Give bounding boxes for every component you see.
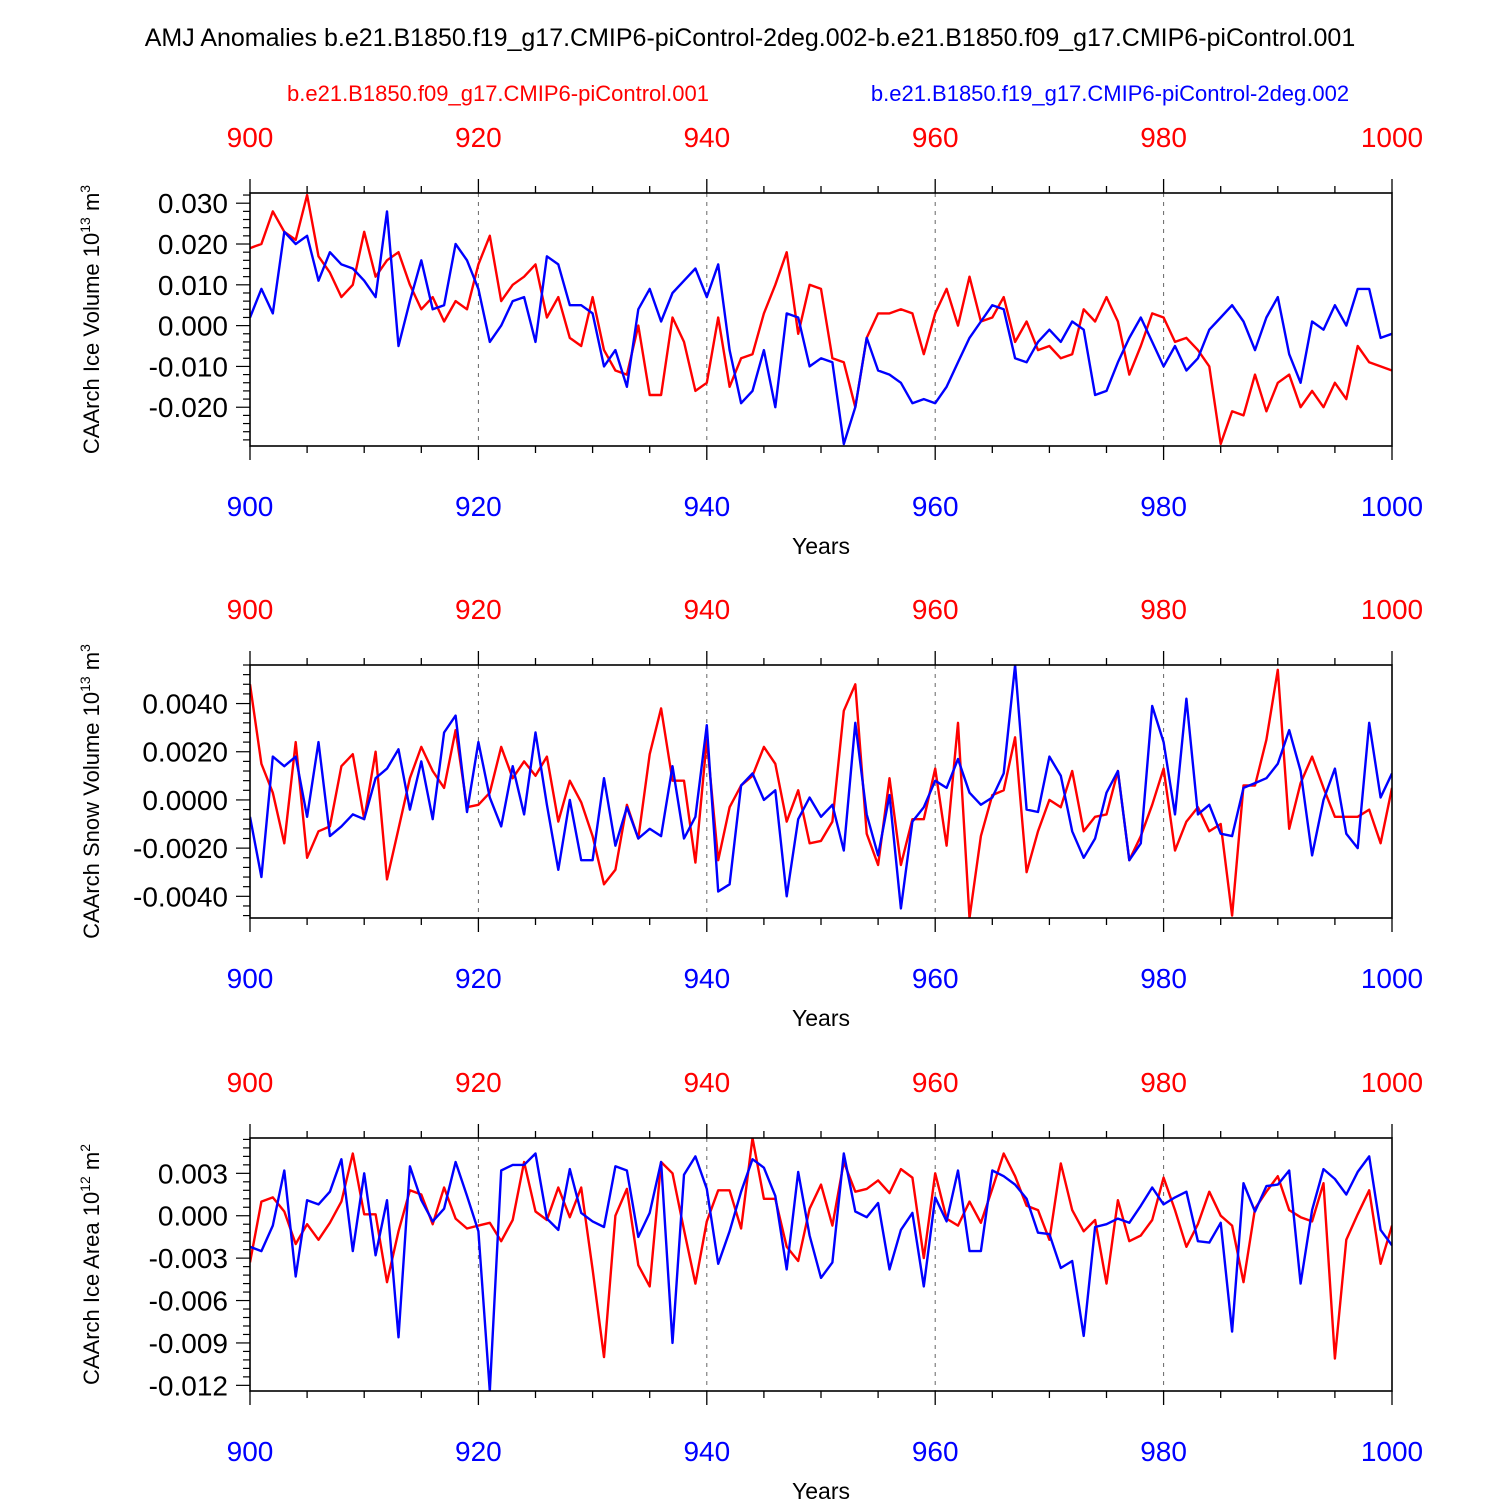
x-tick-label-bottom: 940 <box>683 1436 730 1467</box>
x-tick-label-bottom: 980 <box>1140 1436 1187 1467</box>
x-tick-label-top: 1000 <box>1361 122 1423 153</box>
y-axis-title-unit: m <box>79 1152 104 1176</box>
y-tick-label: 0.010 <box>158 270 228 301</box>
x-tick-label-top: 940 <box>683 122 730 153</box>
x-tick-label-top: 960 <box>912 122 959 153</box>
y-tick-label: 0.0020 <box>142 737 228 768</box>
x-tick-label-bottom: 940 <box>683 491 730 522</box>
x-tick-label-bottom: 900 <box>227 963 274 994</box>
series-line-red <box>250 1138 1392 1360</box>
y-tick-label: 0.000 <box>158 1201 228 1232</box>
x-tick-label-top: 940 <box>683 594 730 625</box>
x-tick-label-bottom: 900 <box>227 1436 274 1467</box>
x-tick-label-bottom: 940 <box>683 963 730 994</box>
y-axis-title-main: CAArch Ice Area 10 <box>79 1192 104 1385</box>
x-tick-label-top: 920 <box>455 122 502 153</box>
x-tick-label-bottom: 980 <box>1140 963 1187 994</box>
y-axis-title-main: CAArch Snow Volume 10 <box>79 692 104 939</box>
y-axis-title-unit-exponent: 2 <box>77 1144 93 1152</box>
y-tick-label: 0.030 <box>158 188 228 219</box>
chart-panel-1: 900 900 920 920 940 940 960 960 980 980 1000 1000 Ye… <box>77 122 1423 559</box>
y-tick-label: 0.0000 <box>142 785 228 816</box>
series-line-red <box>250 193 1392 446</box>
chart-panel-3: 900 900 920 920 940 940 960 960 980 980 1000 1000 Ye… <box>77 1067 1423 1500</box>
x-tick-label-bottom: 920 <box>455 491 502 522</box>
x-tick-label-top: 900 <box>227 122 274 153</box>
y-axis-title-exponent: 13 <box>77 676 93 692</box>
x-tick-label-bottom: 1000 <box>1361 491 1423 522</box>
x-tick-label-bottom: 1000 <box>1361 1436 1423 1467</box>
y-axis-title-main: CAArch Ice Volume 10 <box>79 233 104 454</box>
x-tick-label-top: 1000 <box>1361 594 1423 625</box>
y-axis-title-exponent: 12 <box>77 1176 93 1192</box>
x-axis-title: Years <box>792 1005 850 1031</box>
y-axis-title: CAArch Ice Area 1012 m2 <box>77 1144 104 1385</box>
y-axis-title: CAArch Ice Volume 1013 m3 <box>77 185 104 454</box>
y-tick-label: -0.003 <box>149 1243 228 1274</box>
y-axis-title-unit-exponent: 3 <box>77 644 93 652</box>
x-axis-title: Years <box>792 533 850 559</box>
series-line-blue <box>250 1152 1392 1391</box>
y-tick-label: 0.020 <box>158 229 228 260</box>
x-tick-label-bottom: 980 <box>1140 491 1187 522</box>
y-tick-label: -0.020 <box>149 392 228 423</box>
x-tick-label-top: 940 <box>683 1067 730 1098</box>
plot-frame <box>249 1137 1393 1392</box>
legend-red-series: b.e21.B1850.f09_g17.CMIP6-piControl.001 <box>287 81 709 106</box>
plot-frame <box>249 192 1393 447</box>
y-tick-label: -0.009 <box>149 1328 228 1359</box>
y-axis-title-exponent: 13 <box>77 217 93 233</box>
y-tick-label: 0.003 <box>158 1158 228 1189</box>
series-line-blue <box>250 665 1392 910</box>
series-line-blue <box>250 210 1392 446</box>
x-tick-label-top: 980 <box>1140 1067 1187 1098</box>
figure-title: AMJ Anomalies b.e21.B1850.f19_g17.CMIP6-… <box>145 24 1356 52</box>
x-tick-label-top: 960 <box>912 594 959 625</box>
y-tick-label: 0.000 <box>158 311 228 342</box>
x-tick-label-top: 920 <box>455 1067 502 1098</box>
x-tick-label-top: 920 <box>455 594 502 625</box>
y-axis-title-unit-exponent: 3 <box>77 185 93 193</box>
x-tick-label-top: 960 <box>912 1067 959 1098</box>
panels: 900 900 920 920 940 940 960 960 980 980 1000 1000 Ye… <box>77 122 1423 1500</box>
legend-blue-series: b.e21.B1850.f19_g17.CMIP6-piControl-2deg… <box>871 81 1349 106</box>
plot-frame <box>249 664 1393 919</box>
x-tick-label-top: 1000 <box>1361 1067 1423 1098</box>
x-tick-label-bottom: 960 <box>912 1436 959 1467</box>
x-tick-label-top: 900 <box>227 594 274 625</box>
x-tick-label-bottom: 920 <box>455 1436 502 1467</box>
y-tick-label: -0.006 <box>149 1286 228 1317</box>
y-tick-label: 0.0040 <box>142 689 228 720</box>
x-tick-label-bottom: 1000 <box>1361 963 1423 994</box>
y-axis-title: CAArch Snow Volume 1013 m3 <box>77 644 104 939</box>
x-tick-label-bottom: 920 <box>455 963 502 994</box>
y-tick-label: -0.012 <box>149 1370 228 1401</box>
x-tick-label-bottom: 960 <box>912 963 959 994</box>
series-line-red <box>250 668 1392 918</box>
x-tick-label-bottom: 900 <box>227 491 274 522</box>
x-tick-label-top: 900 <box>227 1067 274 1098</box>
y-tick-label: -0.0040 <box>133 881 228 912</box>
x-axis-title: Years <box>792 1478 850 1500</box>
x-tick-label-bottom: 960 <box>912 491 959 522</box>
x-tick-label-top: 980 <box>1140 594 1187 625</box>
y-tick-label: -0.010 <box>149 351 228 382</box>
y-axis-title-unit: m <box>79 193 104 217</box>
y-axis-title-unit: m <box>79 652 104 676</box>
x-tick-label-top: 980 <box>1140 122 1187 153</box>
chart-panel-2: 900 900 920 920 940 940 960 960 980 980 1000 1000 Ye… <box>77 594 1423 1031</box>
y-tick-label: -0.0020 <box>133 833 228 864</box>
